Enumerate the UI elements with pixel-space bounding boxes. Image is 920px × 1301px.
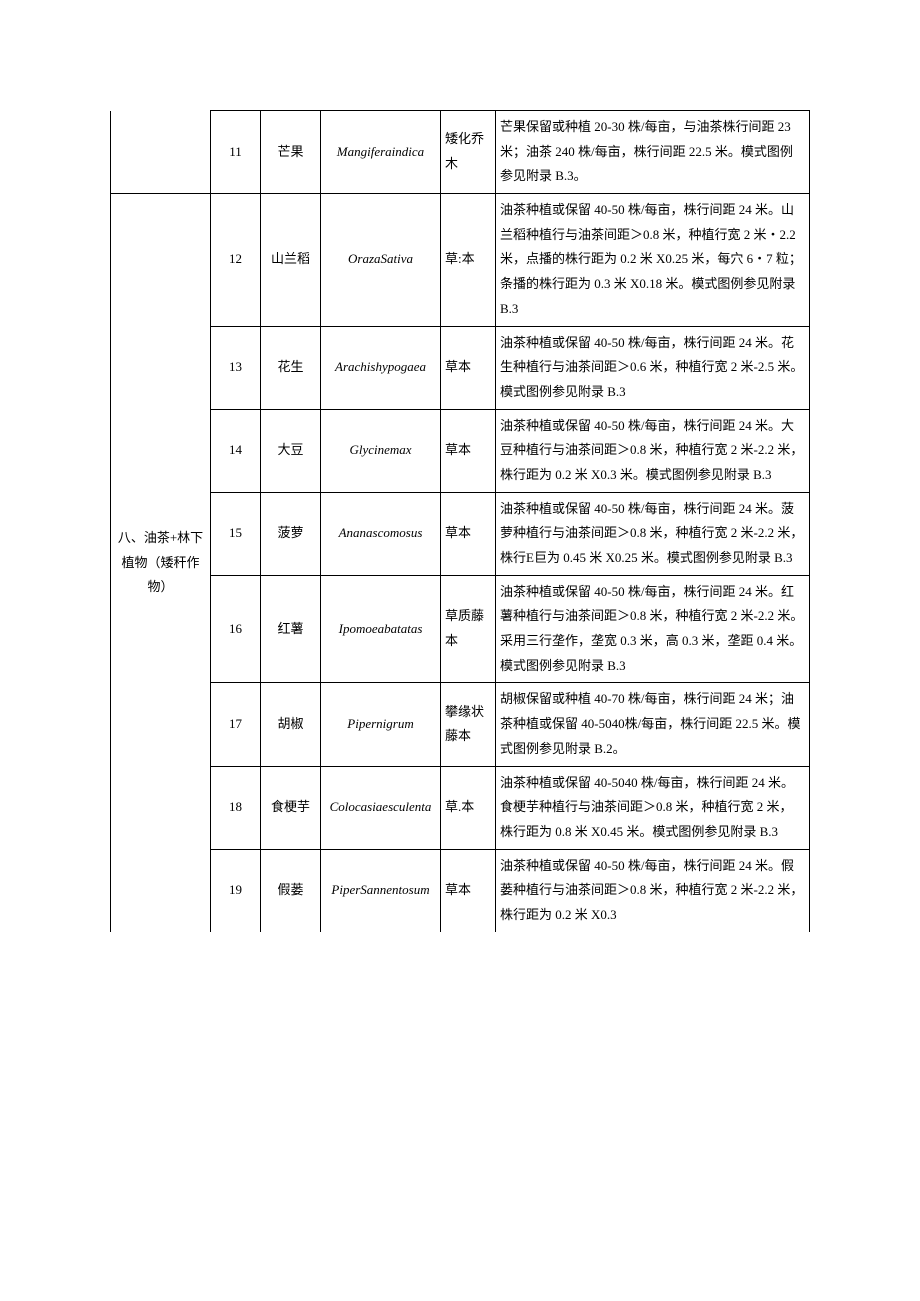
table-row: 18 食梗芋 Colocasiaesculenta 草.本 油茶种植或保留 40… (111, 766, 810, 849)
table-row: 11 芒果 Mangiferaindica 矮化乔木 芒果保留或种植 20-30… (111, 111, 810, 194)
cell-type: 草.本 (441, 766, 496, 849)
group-cell-continuation (111, 111, 211, 194)
cell-idx: 18 (211, 766, 261, 849)
table-row: 15 菠萝 Ananascomosus 草本 油茶种植或保留 40-50 株/每… (111, 492, 810, 575)
cell-latin: Glycinemax (321, 409, 441, 492)
cell-desc: 油茶种植或保留 40-50 株/每亩，株行间距 24 米。假蒌种植行与油茶间距＞… (496, 849, 810, 932)
cell-type: 矮化乔木 (441, 111, 496, 194)
cell-type: 草本 (441, 492, 496, 575)
cell-idx: 16 (211, 575, 261, 683)
table-row: 八、油茶+林下植物（矮秆作物） 12 山兰稻 OrazaSativa 草:本 油… (111, 194, 810, 326)
table-row: 17 胡椒 Pipernigrum 攀缘状藤本 胡椒保留或种植 40-70 株/… (111, 683, 810, 766)
cell-desc: 油茶种植或保留 40-50 株/每亩，株行间距 24 米。红薯种植行与油茶间距＞… (496, 575, 810, 683)
cell-name: 山兰稻 (261, 194, 321, 326)
cell-name: 芒果 (261, 111, 321, 194)
group-cell-section-8: 八、油茶+林下植物（矮秆作物） (111, 194, 211, 932)
document-page: 11 芒果 Mangiferaindica 矮化乔木 芒果保留或种植 20-30… (0, 0, 920, 972)
cell-latin: PiperSannentosum (321, 849, 441, 932)
cell-name: 花生 (261, 326, 321, 409)
cell-latin: Arachishypogaea (321, 326, 441, 409)
cell-idx: 12 (211, 194, 261, 326)
cell-name: 红薯 (261, 575, 321, 683)
cell-name: 胡椒 (261, 683, 321, 766)
cell-desc: 胡椒保留或种植 40-70 株/每亩，株行间距 24 米；油茶种植或保留 40-… (496, 683, 810, 766)
table-row: 16 红薯 Ipomoeabatatas 草质藤本 油茶种植或保留 40-50 … (111, 575, 810, 683)
cell-idx: 14 (211, 409, 261, 492)
cell-type: 草质藤本 (441, 575, 496, 683)
cell-type: 草本 (441, 409, 496, 492)
cell-type: 草本 (441, 849, 496, 932)
table-row: 14 大豆 Glycinemax 草本 油茶种植或保留 40-50 株/每亩，株… (111, 409, 810, 492)
cell-idx: 17 (211, 683, 261, 766)
cell-name: 食梗芋 (261, 766, 321, 849)
cell-desc: 油茶种植或保留 40-50 株/每亩，株行间距 24 米。花生种植行与油茶间距＞… (496, 326, 810, 409)
cell-name: 大豆 (261, 409, 321, 492)
cell-idx: 13 (211, 326, 261, 409)
cell-desc: 油茶种植或保留 40-50 株/每亩，株行间距 24 米。山兰稻种植行与油茶间距… (496, 194, 810, 326)
cell-latin: Pipernigrum (321, 683, 441, 766)
cell-desc: 油茶种植或保留 40-5040 株/每亩，株行间距 24 米。食梗芋种植行与油茶… (496, 766, 810, 849)
cell-idx: 19 (211, 849, 261, 932)
cell-type: 攀缘状藤本 (441, 683, 496, 766)
cell-type: 草本 (441, 326, 496, 409)
cell-latin: Ipomoeabatatas (321, 575, 441, 683)
cell-name: 菠萝 (261, 492, 321, 575)
cell-desc: 油茶种植或保留 40-50 株/每亩，株行间距 24 米。菠萝种植行与油茶间距＞… (496, 492, 810, 575)
cell-name: 假蒌 (261, 849, 321, 932)
cell-type: 草:本 (441, 194, 496, 326)
cell-latin: Colocasiaesculenta (321, 766, 441, 849)
cell-idx: 11 (211, 111, 261, 194)
table-row: 13 花生 Arachishypogaea 草本 油茶种植或保留 40-50 株… (111, 326, 810, 409)
planting-table: 11 芒果 Mangiferaindica 矮化乔木 芒果保留或种植 20-30… (110, 110, 810, 932)
cell-latin: Mangiferaindica (321, 111, 441, 194)
cell-desc: 芒果保留或种植 20-30 株/每亩，与油茶株行间距 23 米；油茶 240 株… (496, 111, 810, 194)
cell-desc: 油茶种植或保留 40-50 株/每亩，株行间距 24 米。大豆种植行与油茶间距＞… (496, 409, 810, 492)
table-row: 19 假蒌 PiperSannentosum 草本 油茶种植或保留 40-50 … (111, 849, 810, 932)
cell-idx: 15 (211, 492, 261, 575)
cell-latin: OrazaSativa (321, 194, 441, 326)
cell-latin: Ananascomosus (321, 492, 441, 575)
